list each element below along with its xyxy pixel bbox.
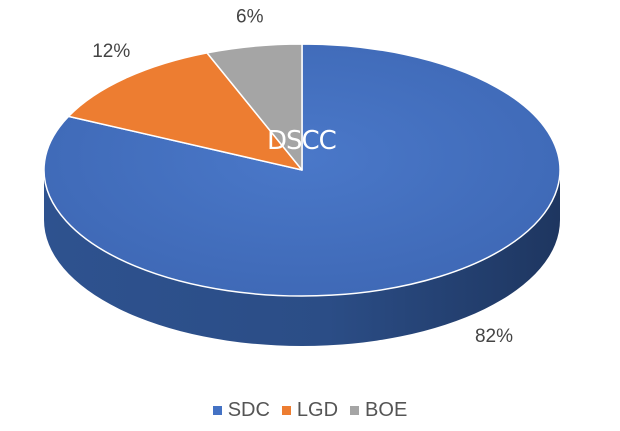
slice-lgd bbox=[67, 52, 303, 171]
legend-item-sdc: SDC bbox=[212, 399, 270, 422]
legend-item-lgd: LGD bbox=[281, 399, 339, 422]
dscc-watermark: DSCC bbox=[267, 126, 336, 156]
legend-item-boe: BOE bbox=[350, 399, 407, 422]
side-sdc bbox=[44, 170, 560, 346]
legend: SDC LGD BOE bbox=[0, 398, 620, 422]
data-label-boe: 6% bbox=[236, 6, 264, 27]
pie-side-wall bbox=[44, 170, 560, 346]
legend-swatch-lgd bbox=[281, 406, 291, 415]
legend-label-lgd: LGD bbox=[296, 399, 339, 421]
pie-data-labels: 82% 12% 6% bbox=[92, 6, 513, 347]
pie-top-face bbox=[43, 43, 561, 297]
data-label-lgd: 12% bbox=[92, 41, 130, 62]
slice-boe bbox=[206, 43, 303, 171]
data-label-sdc: 82% bbox=[475, 326, 513, 347]
legend-label-boe: BOE bbox=[365, 399, 408, 421]
legend-label-sdc: SDC bbox=[227, 399, 270, 421]
legend-swatch-sdc bbox=[212, 406, 222, 415]
legend-swatch-boe bbox=[350, 406, 360, 415]
